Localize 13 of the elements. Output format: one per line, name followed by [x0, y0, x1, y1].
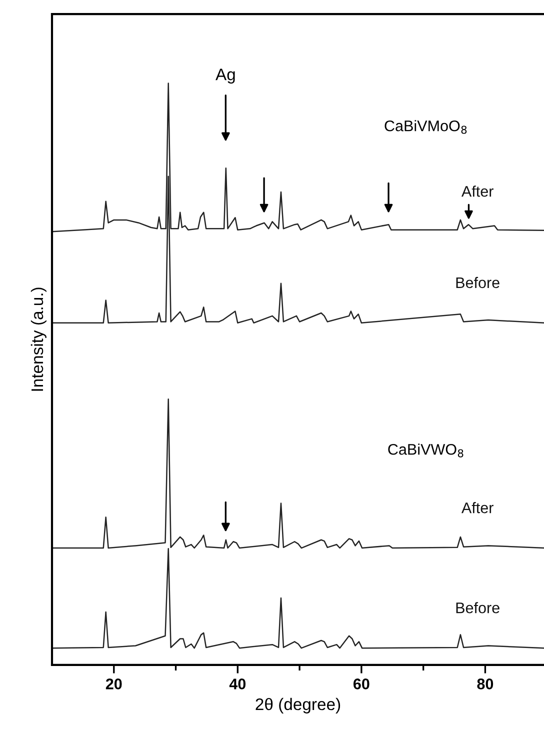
x-axis-title: 2θ (degree): [256, 698, 340, 714]
series-label: After: [461, 502, 494, 514]
x-tick-label: 60: [354, 678, 370, 690]
series-label: After: [461, 186, 494, 197]
annotation: CaBiVMoO$_{8}$: [384, 120, 467, 134]
y-axis-title: Intensity (a.u.): [30, 288, 46, 391]
x-tick-label: 80: [477, 678, 494, 690]
x-tick-label: 40: [229, 678, 246, 690]
series-label: Before: [456, 602, 500, 614]
x-tick-label: 20: [106, 678, 122, 690]
series-label: Before: [456, 276, 500, 288]
annotation: CaBiVWO$_{8}$: [388, 444, 464, 458]
annotation: Ag: [216, 68, 235, 84]
